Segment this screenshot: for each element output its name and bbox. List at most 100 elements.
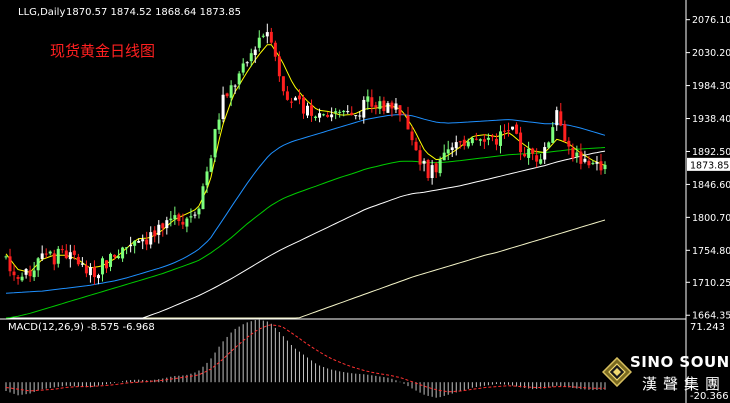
candle-body	[237, 73, 241, 85]
y-tick-label: 1984.30	[692, 81, 730, 92]
candle-body	[418, 150, 422, 165]
candle-body	[225, 93, 229, 97]
candle-body	[531, 148, 535, 154]
candle-body	[129, 244, 133, 247]
candle-body	[507, 130, 511, 132]
chart-annotation: 现货黄金日线图	[50, 42, 155, 60]
candle-body	[374, 105, 378, 108]
candle-body	[599, 161, 603, 171]
candle-body	[382, 100, 386, 112]
candle-body	[490, 136, 494, 138]
ma-mid-line: MA mid	[5, 114, 606, 294]
y-tick-label: 1710.25	[692, 278, 730, 289]
candle-body	[414, 141, 418, 151]
candle-body	[406, 115, 410, 130]
candle-body	[52, 253, 56, 265]
candle-body	[68, 252, 72, 260]
candle-body	[137, 241, 141, 243]
candle-body	[84, 265, 88, 274]
candle-body	[438, 159, 442, 174]
candle-body	[289, 101, 293, 103]
candle-body	[145, 239, 149, 245]
y-tick-label: 2076.10	[692, 15, 730, 26]
candle-body	[567, 140, 571, 147]
candle-body	[205, 171, 209, 186]
candle-body	[575, 152, 579, 157]
candle-body	[297, 95, 301, 100]
candle-body	[229, 85, 233, 98]
candle-body	[4, 256, 8, 258]
candle-body	[551, 127, 555, 143]
candle-body	[519, 132, 523, 153]
chart-symbol-label: LLG,Daily	[18, 7, 65, 18]
candle-body	[462, 139, 466, 146]
candle-body	[338, 111, 342, 113]
candle-body	[197, 208, 201, 215]
candle-body	[12, 271, 16, 276]
candle-body	[161, 223, 165, 229]
candle-body	[390, 102, 394, 109]
candle-body	[20, 276, 24, 281]
candle-body	[458, 141, 462, 143]
candle-body	[314, 116, 318, 118]
candle-body	[245, 62, 249, 64]
candle-body	[189, 216, 193, 218]
candle-body	[181, 221, 185, 225]
y-tick-label: 1800.70	[692, 213, 730, 224]
candle-body	[109, 253, 113, 267]
candle-body	[92, 267, 96, 278]
candle-body	[273, 42, 277, 57]
candle-body	[157, 224, 161, 236]
candle-body	[410, 131, 414, 141]
y-tick-label: 2030.20	[692, 48, 730, 59]
current-price-label: 1873.85	[690, 160, 729, 171]
brand-subtitle: 漢聲集團	[642, 375, 727, 393]
candle-body	[72, 250, 76, 255]
candle-body	[173, 215, 177, 220]
candle-body	[149, 232, 153, 245]
candle-body	[426, 159, 430, 179]
y-tick-label: 1664.35	[692, 311, 730, 322]
candle-body	[60, 249, 64, 251]
candle-body	[398, 105, 402, 116]
candle-body	[241, 63, 245, 73]
macd-axis-bottom: -20.366	[690, 391, 729, 402]
candle-body	[539, 159, 543, 164]
y-tick-label: 1938.40	[692, 114, 730, 125]
candle-body	[527, 148, 531, 158]
y-tick-label: 1846.60	[692, 180, 730, 191]
candle-body	[293, 97, 297, 101]
candle-body	[511, 126, 515, 130]
candle-body	[153, 230, 157, 237]
candle-body	[454, 142, 458, 149]
candle-body	[141, 239, 145, 242]
candle-body	[310, 105, 314, 116]
candle-body	[185, 218, 189, 227]
candle-body	[28, 270, 32, 277]
candle-body	[434, 163, 438, 173]
candle-body	[281, 76, 285, 92]
macd-axis-top: 71.243	[690, 322, 725, 333]
candle-body	[322, 114, 326, 116]
candle-body	[394, 103, 398, 110]
candle-body	[591, 162, 595, 164]
candle-body	[24, 269, 28, 275]
candle-body	[40, 253, 44, 259]
brand-title: SINO SOUND	[630, 353, 730, 371]
candle-body	[515, 124, 519, 134]
candle-body	[595, 162, 599, 164]
candle-body	[16, 277, 20, 279]
candle-body	[32, 270, 36, 278]
candle-body	[213, 129, 217, 158]
candle-body	[498, 131, 502, 146]
candle-body	[209, 158, 213, 172]
candle-body	[277, 56, 281, 77]
candle-body	[342, 110, 346, 113]
candle-body	[121, 247, 125, 259]
candle-body	[350, 112, 354, 116]
candle-body	[48, 251, 52, 254]
candle-body	[422, 160, 426, 164]
candle-body	[285, 91, 289, 100]
candle-body	[547, 142, 551, 148]
